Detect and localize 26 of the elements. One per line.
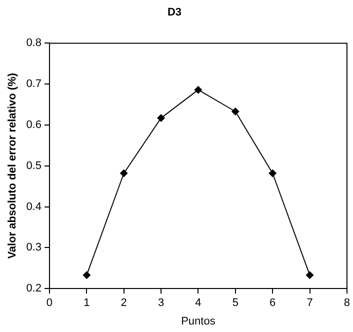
y-tick-label: 0.5	[26, 160, 42, 172]
x-tick-label: 6	[270, 297, 276, 310]
y-tick-label: 0.3	[26, 242, 42, 254]
point	[306, 271, 314, 280]
point	[231, 108, 240, 116]
y-tick-label: 0.7	[26, 78, 42, 90]
point	[194, 86, 202, 94]
point	[157, 114, 166, 122]
point	[120, 169, 128, 178]
y-tick-label: 0.2	[26, 282, 42, 295]
x-tick-label: 2	[120, 297, 127, 310]
x-tick-label: 5	[232, 297, 238, 310]
point	[268, 169, 277, 178]
x-tick-label: 4	[195, 297, 202, 310]
y-axis-title: Valor absoluto del error relativo (%)	[6, 72, 19, 259]
y-tick-label: 0.4	[26, 200, 42, 213]
chart-title: D3	[167, 6, 182, 19]
y-tick-label: 0.8	[26, 37, 42, 50]
x-axis-title: Puntos	[181, 315, 216, 328]
x-tick-label: 3	[158, 297, 164, 310]
x-tick-label: 8	[344, 297, 350, 310]
x-tick-label: 1	[84, 297, 90, 310]
point	[82, 271, 91, 280]
x-tick-label: 7	[306, 297, 313, 310]
x-tick-label: 0	[46, 297, 53, 310]
y-tick-label: 0.6	[26, 119, 42, 132]
